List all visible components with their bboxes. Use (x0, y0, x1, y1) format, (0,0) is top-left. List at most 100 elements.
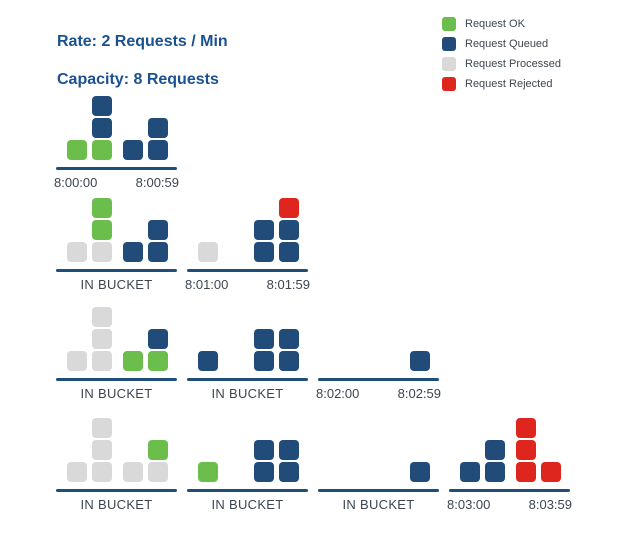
request-queued-square (254, 440, 274, 460)
legend-label-ok: Request OK (465, 18, 525, 30)
request-queued-square (279, 351, 299, 371)
request-processed-square (92, 351, 112, 371)
request-processed-square (92, 440, 112, 460)
request-ok-square (67, 140, 87, 160)
time-labels: 8:03:00 8:03:59 (447, 497, 572, 512)
bucket-baseline (187, 378, 308, 381)
bucket-baseline (56, 378, 177, 381)
request-queued-square (254, 220, 274, 240)
request-queued-square (254, 462, 274, 482)
rejected-swatch-icon (442, 77, 456, 91)
request-queued-square (279, 329, 299, 349)
request-processed-square (92, 242, 112, 262)
request-processed-square (148, 462, 168, 482)
legend: Request OK Request Queued Request Processe… (442, 14, 561, 94)
request-rejected-square (516, 440, 536, 460)
time-labels: 8:02:00 8:02:59 (316, 386, 441, 401)
request-ok-square (92, 198, 112, 218)
request-processed-square (67, 462, 87, 482)
request-queued-square (279, 220, 299, 240)
bucket-group: IN BUCKET (187, 305, 308, 403)
in-bucket-label: IN BUCKET (80, 497, 153, 512)
in-bucket-label: IN BUCKET (211, 497, 284, 512)
bucket-group: IN BUCKET (56, 305, 177, 403)
request-queued-square (148, 242, 168, 262)
request-rejected-square (541, 462, 561, 482)
bucket-baseline (187, 489, 308, 492)
request-ok-square (92, 220, 112, 240)
request-ok-square (148, 440, 168, 460)
legend-item-processed: Request Processed (442, 54, 561, 74)
bucket-group: IN BUCKET (56, 196, 177, 294)
time-label-start: 8:03:00 (447, 497, 491, 512)
request-processed-square (92, 329, 112, 349)
legend-label-rejected: Request Rejected (465, 78, 553, 90)
request-queued-square (92, 96, 112, 116)
minute-group: 8:03:00 8:03:59 (447, 416, 572, 514)
time-labels: 8:00:00 8:00:59 (54, 175, 179, 190)
ok-swatch-icon (442, 17, 456, 31)
request-queued-square (485, 440, 505, 460)
request-queued-square (254, 242, 274, 262)
minute-group: 8:01:00 8:01:59 (185, 196, 310, 294)
time-label-end: 8:00:59 (135, 175, 179, 190)
request-ok-square (123, 351, 143, 371)
bucket-baseline (56, 269, 177, 272)
time-label-end: 8:03:59 (528, 497, 572, 512)
request-queued-square (460, 462, 480, 482)
in-bucket-label: IN BUCKET (80, 386, 153, 401)
legend-label-processed: Request Processed (465, 58, 561, 70)
in-bucket-label: IN BUCKET (342, 497, 415, 512)
request-queued-square (410, 351, 430, 371)
bucket-baseline (56, 167, 177, 170)
request-processed-square (67, 351, 87, 371)
request-ok-square (148, 351, 168, 371)
request-queued-square (279, 462, 299, 482)
request-queued-square (254, 329, 274, 349)
request-processed-square (92, 307, 112, 327)
bucket-baseline (449, 489, 570, 492)
queued-swatch-icon (442, 37, 456, 51)
processed-swatch-icon (442, 57, 456, 71)
rate-title-line: Rate: 2 Requests / Min (57, 33, 228, 50)
request-ok-square (92, 140, 112, 160)
minute-group: 8:02:00 8:02:59 (316, 305, 441, 403)
legend-item-ok: Request OK (442, 14, 561, 34)
request-queued-square (279, 440, 299, 460)
bucket-baseline (318, 489, 439, 492)
request-queued-square (485, 462, 505, 482)
legend-item-rejected: Request Rejected (442, 74, 561, 94)
request-processed-square (67, 242, 87, 262)
bucket-baseline (187, 269, 308, 272)
request-queued-square (123, 140, 143, 160)
request-rejected-square (516, 418, 536, 438)
page-title: Rate: 2 Requests / Min Capacity: 8 Reque… (57, 13, 228, 108)
bucket-baseline (56, 489, 177, 492)
request-queued-square (123, 242, 143, 262)
time-label-start: 8:02:00 (316, 386, 360, 401)
request-rejected-square (279, 198, 299, 218)
time-labels: 8:01:00 8:01:59 (185, 277, 310, 292)
legend-item-queued: Request Queued (442, 34, 561, 54)
request-queued-square (92, 118, 112, 138)
request-queued-square (254, 351, 274, 371)
request-queued-square (410, 462, 430, 482)
request-queued-square (148, 329, 168, 349)
legend-label-queued: Request Queued (465, 38, 549, 50)
in-bucket-label: IN BUCKET (80, 277, 153, 292)
request-processed-square (92, 462, 112, 482)
bucket-group: IN BUCKET (187, 416, 308, 514)
request-queued-square (279, 242, 299, 262)
time-label-start: 8:00:00 (54, 175, 98, 190)
request-queued-square (148, 220, 168, 240)
time-label-end: 8:02:59 (397, 386, 441, 401)
bucket-baseline (318, 378, 439, 381)
bucket-group: IN BUCKET (318, 416, 439, 514)
minute-group: 8:00:00 8:00:59 (54, 94, 179, 192)
request-queued-square (148, 118, 168, 138)
request-ok-square (198, 462, 218, 482)
time-label-start: 8:01:00 (185, 277, 229, 292)
request-queued-square (148, 140, 168, 160)
bucket-group: IN BUCKET (56, 416, 177, 514)
